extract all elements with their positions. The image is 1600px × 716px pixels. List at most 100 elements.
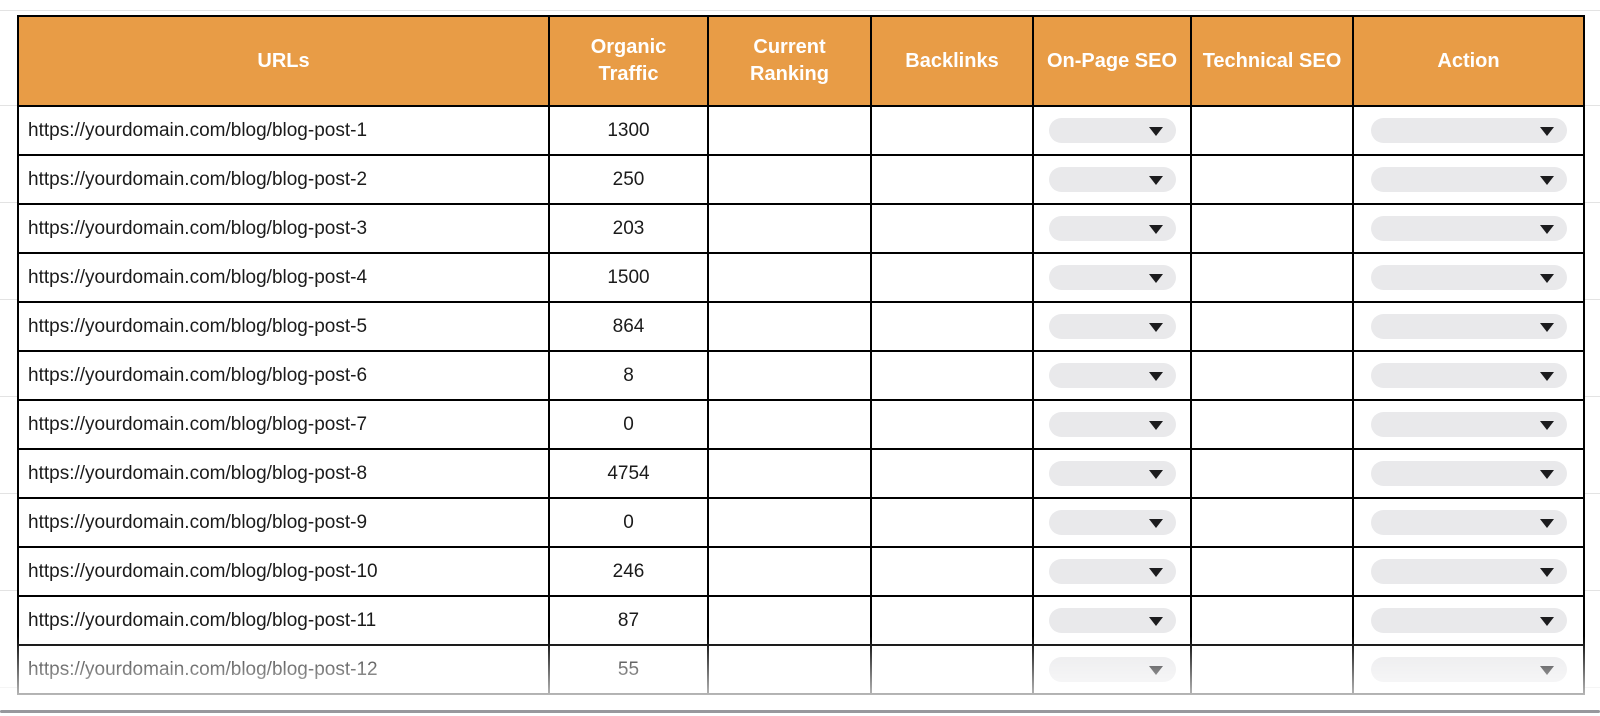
backlinks-cell[interactable] [870, 399, 1034, 450]
on-page-seo-cell[interactable] [1032, 497, 1192, 548]
on-page-seo-dropdown[interactable] [1048, 412, 1176, 437]
on-page-seo-cell[interactable] [1032, 154, 1192, 205]
backlinks-cell[interactable] [870, 497, 1034, 548]
on-page-seo-cell[interactable] [1032, 252, 1192, 303]
action-dropdown[interactable] [1370, 559, 1567, 584]
on-page-seo-dropdown[interactable] [1048, 265, 1176, 290]
technical-seo-cell[interactable] [1190, 252, 1354, 303]
current-ranking-cell[interactable] [707, 546, 872, 597]
backlinks-cell[interactable] [870, 350, 1034, 401]
current-ranking-cell[interactable] [707, 105, 872, 156]
current-ranking-cell[interactable] [707, 154, 872, 205]
current-ranking-cell[interactable] [707, 203, 872, 254]
on-page-seo-dropdown[interactable] [1048, 608, 1176, 633]
organic-traffic-cell[interactable]: 4754 [548, 448, 709, 499]
urls-cell[interactable]: https://yourdomain.com/blog/blog-post-4 [17, 252, 550, 303]
action-cell[interactable] [1352, 252, 1585, 303]
current-ranking-cell[interactable] [707, 595, 872, 646]
on-page-seo-dropdown[interactable] [1048, 314, 1176, 339]
backlinks-cell[interactable] [870, 644, 1034, 695]
action-cell[interactable] [1352, 350, 1585, 401]
organic-traffic-cell[interactable]: 55 [548, 644, 709, 695]
action-dropdown[interactable] [1370, 314, 1567, 339]
urls-cell[interactable]: https://yourdomain.com/blog/blog-post-7 [17, 399, 550, 450]
action-dropdown[interactable] [1370, 216, 1567, 241]
on-page-seo-dropdown[interactable] [1048, 461, 1176, 486]
action-cell[interactable] [1352, 595, 1585, 646]
current-ranking-cell[interactable] [707, 350, 872, 401]
organic-traffic-cell[interactable]: 250 [548, 154, 709, 205]
urls-cell[interactable]: https://yourdomain.com/blog/blog-post-12 [17, 644, 550, 695]
technical-seo-cell[interactable] [1190, 350, 1354, 401]
on-page-seo-dropdown[interactable] [1048, 216, 1176, 241]
on-page-seo-dropdown[interactable] [1048, 559, 1176, 584]
on-page-seo-dropdown[interactable] [1048, 657, 1176, 682]
backlinks-cell[interactable] [870, 154, 1034, 205]
backlinks-cell[interactable] [870, 448, 1034, 499]
technical-seo-cell[interactable] [1190, 497, 1354, 548]
action-cell[interactable] [1352, 154, 1585, 205]
urls-cell[interactable]: https://yourdomain.com/blog/blog-post-9 [17, 497, 550, 548]
organic-traffic-cell[interactable]: 1300 [548, 105, 709, 156]
on-page-seo-cell[interactable] [1032, 448, 1192, 499]
technical-seo-cell[interactable] [1190, 203, 1354, 254]
action-cell[interactable] [1352, 203, 1585, 254]
action-cell[interactable] [1352, 448, 1585, 499]
on-page-seo-dropdown[interactable] [1048, 363, 1176, 388]
technical-seo-cell[interactable] [1190, 154, 1354, 205]
action-cell[interactable] [1352, 105, 1585, 156]
current-ranking-cell[interactable] [707, 448, 872, 499]
technical-seo-cell[interactable] [1190, 399, 1354, 450]
action-dropdown[interactable] [1370, 412, 1567, 437]
current-ranking-cell[interactable] [707, 252, 872, 303]
backlinks-cell[interactable] [870, 546, 1034, 597]
on-page-seo-cell[interactable] [1032, 399, 1192, 450]
organic-traffic-cell[interactable]: 203 [548, 203, 709, 254]
organic-traffic-cell[interactable]: 0 [548, 497, 709, 548]
urls-cell[interactable]: https://yourdomain.com/blog/blog-post-1 [17, 105, 550, 156]
on-page-seo-cell[interactable] [1032, 105, 1192, 156]
technical-seo-cell[interactable] [1190, 301, 1354, 352]
backlinks-cell[interactable] [870, 301, 1034, 352]
technical-seo-cell[interactable] [1190, 105, 1354, 156]
backlinks-cell[interactable] [870, 595, 1034, 646]
current-ranking-cell[interactable] [707, 644, 872, 695]
action-dropdown[interactable] [1370, 118, 1567, 143]
on-page-seo-cell[interactable] [1032, 546, 1192, 597]
backlinks-cell[interactable] [870, 203, 1034, 254]
organic-traffic-cell[interactable]: 8 [548, 350, 709, 401]
organic-traffic-cell[interactable]: 87 [548, 595, 709, 646]
current-ranking-cell[interactable] [707, 399, 872, 450]
backlinks-cell[interactable] [870, 252, 1034, 303]
urls-cell[interactable]: https://yourdomain.com/blog/blog-post-11 [17, 595, 550, 646]
on-page-seo-cell[interactable] [1032, 350, 1192, 401]
technical-seo-cell[interactable] [1190, 546, 1354, 597]
action-dropdown[interactable] [1370, 167, 1567, 192]
on-page-seo-dropdown[interactable] [1048, 167, 1176, 192]
urls-cell[interactable]: https://yourdomain.com/blog/blog-post-3 [17, 203, 550, 254]
urls-cell[interactable]: https://yourdomain.com/blog/blog-post-5 [17, 301, 550, 352]
on-page-seo-cell[interactable] [1032, 595, 1192, 646]
urls-cell[interactable]: https://yourdomain.com/blog/blog-post-2 [17, 154, 550, 205]
action-dropdown[interactable] [1370, 510, 1567, 535]
organic-traffic-cell[interactable]: 246 [548, 546, 709, 597]
organic-traffic-cell[interactable]: 0 [548, 399, 709, 450]
organic-traffic-cell[interactable]: 864 [548, 301, 709, 352]
on-page-seo-cell[interactable] [1032, 301, 1192, 352]
organic-traffic-cell[interactable]: 1500 [548, 252, 709, 303]
technical-seo-cell[interactable] [1190, 448, 1354, 499]
technical-seo-cell[interactable] [1190, 644, 1354, 695]
action-cell[interactable] [1352, 644, 1585, 695]
urls-cell[interactable]: https://yourdomain.com/blog/blog-post-6 [17, 350, 550, 401]
action-dropdown[interactable] [1370, 608, 1567, 633]
on-page-seo-dropdown[interactable] [1048, 510, 1176, 535]
urls-cell[interactable]: https://yourdomain.com/blog/blog-post-10 [17, 546, 550, 597]
on-page-seo-cell[interactable] [1032, 644, 1192, 695]
action-dropdown[interactable] [1370, 657, 1567, 682]
action-cell[interactable] [1352, 301, 1585, 352]
technical-seo-cell[interactable] [1190, 595, 1354, 646]
action-dropdown[interactable] [1370, 265, 1567, 290]
current-ranking-cell[interactable] [707, 497, 872, 548]
action-cell[interactable] [1352, 546, 1585, 597]
backlinks-cell[interactable] [870, 105, 1034, 156]
